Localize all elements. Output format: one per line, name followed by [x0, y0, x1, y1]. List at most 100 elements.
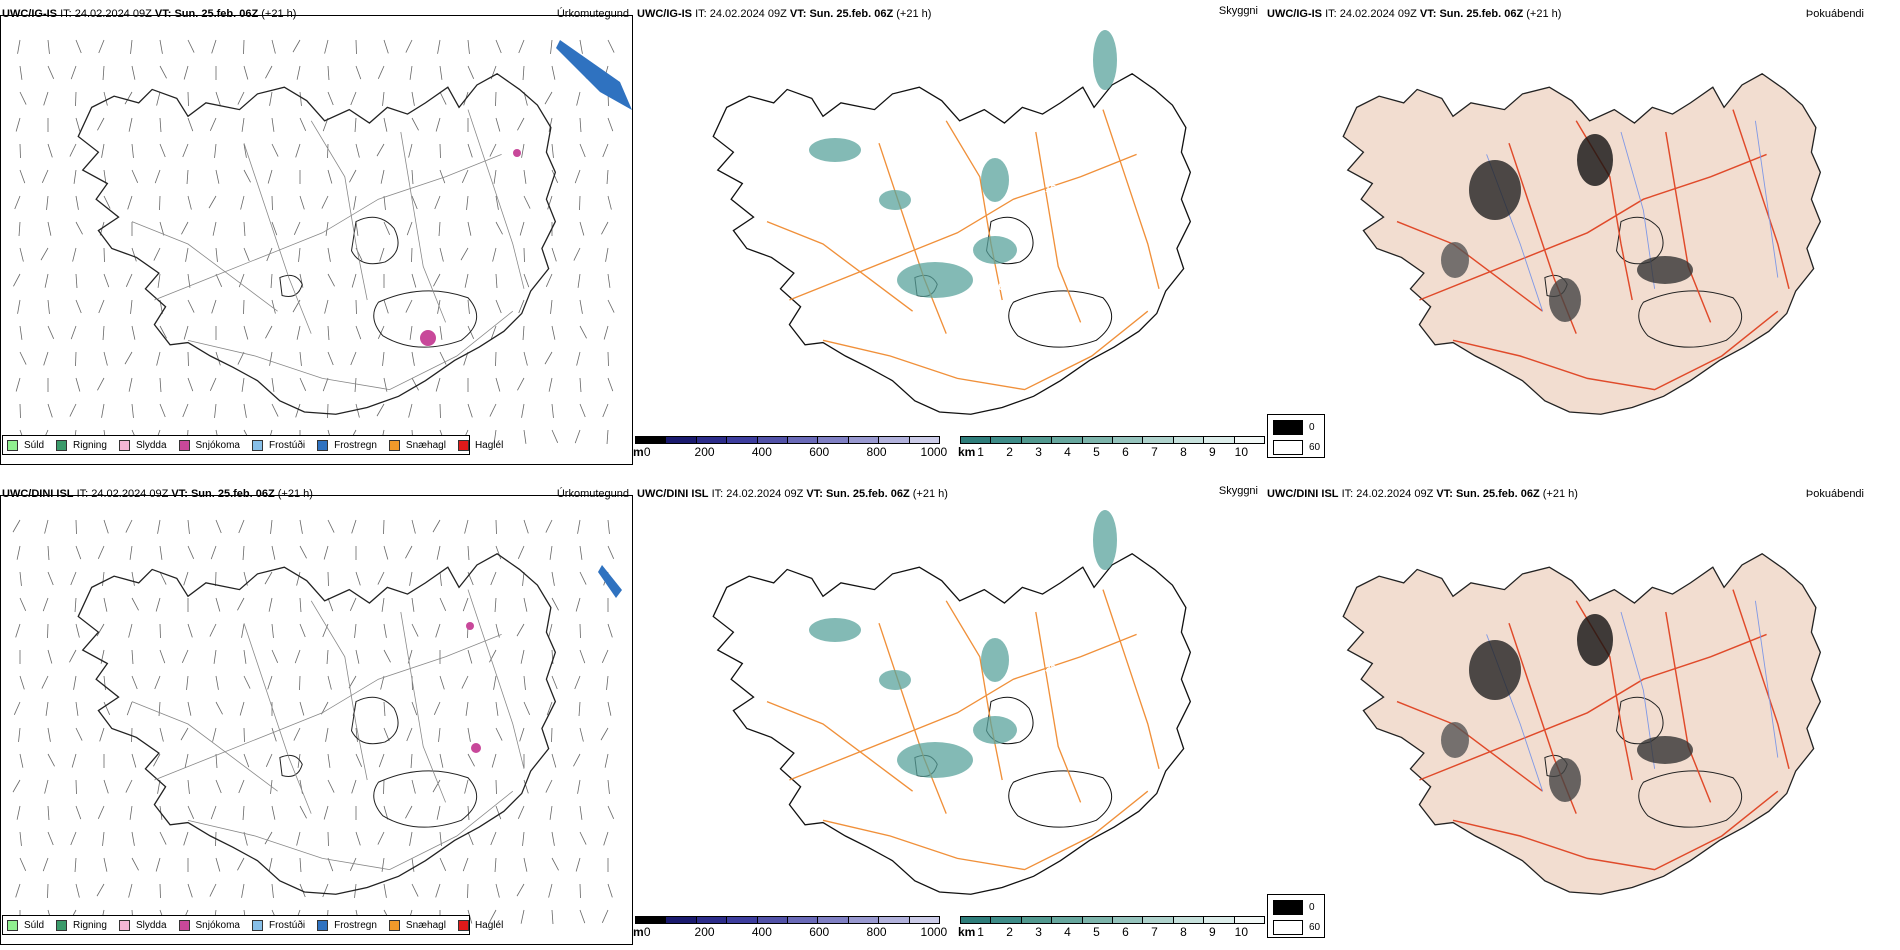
scale-tick-label: 7 [1151, 445, 1158, 459]
precip-legend-item: Haglél [457, 439, 504, 451]
scale-cell [991, 917, 1022, 923]
precip-legend-item: Slydda [118, 919, 167, 931]
iceland-outline [712, 72, 1192, 415]
legend-swatch [457, 919, 469, 931]
precip-panel-top: UWC/IG-IS IT: 24.02.2024 09Z VT: Sun. 25… [0, 0, 635, 470]
vt-value: Sun. 25.feb. 06Z [825, 488, 910, 500]
visibility-scale: km 1 2 3 4 5 6 7 8 9 10 [958, 916, 1265, 940]
legend-swatch [317, 439, 329, 451]
wind-barbs [12, 519, 615, 924]
scale-color-cells [960, 916, 1265, 924]
precip-legend: Súld Rigning Slydda Snjókoma Frostúði Frostre… [2, 435, 503, 455]
visibility-value-label: 15 [965, 802, 977, 813]
visibility-panel-bottom: 603 33 16 230 205 5 15 736 UWC/DINI ISL IT: 24.… [633, 480, 1270, 950]
run-header: UWC/IG-IS IT: 24.02.2024 09Z VT: Sun. 25… [637, 8, 931, 20]
scale-cell [636, 437, 667, 443]
precip-legend-item: Snæhagl [388, 439, 446, 451]
scale-cell [1021, 917, 1053, 923]
run-header: UWC/IG-IS IT: 24.02.2024 09Z VT: Sun. 25… [2, 8, 296, 20]
it-value: 24.02.2024 09Z [1356, 488, 1434, 500]
model-name: UWC/IG-IS [1267, 8, 1322, 20]
it-value: 24.02.2024 09Z [709, 8, 787, 20]
scale-cell [696, 437, 728, 443]
lead-time: (+21 h) [261, 8, 297, 20]
model-name: UWC/IG-IS [637, 8, 692, 20]
it-value: 24.02.2024 09Z [1339, 8, 1417, 20]
fog-areas [1441, 614, 1693, 802]
legend-label: 0 [1309, 422, 1315, 433]
scale-color-cells [635, 916, 940, 924]
scale-cell [1143, 437, 1174, 443]
precip-title: Úrkomutegund [556, 488, 629, 500]
fog-legend-item: 0 [1273, 900, 1315, 915]
scale-cell [1052, 437, 1083, 443]
run-header: UWC/DINI ISL IT: 24.02.2024 09Z VT: Sun.… [2, 488, 313, 500]
legend-swatch [178, 919, 190, 931]
lead-time: (+21 h) [912, 488, 948, 500]
vt-label: VT: [154, 8, 172, 20]
legend-label: 0 [1309, 902, 1315, 913]
iceland-outline [1342, 72, 1822, 415]
ceiling-scale: m 0 200 400 600 800 1000 [633, 436, 947, 460]
fog-legend-item: 60 [1273, 920, 1320, 935]
scale-cell [848, 917, 880, 923]
lead-time: (+21 h) [896, 8, 932, 20]
lead-time: (+21 h) [1526, 8, 1562, 20]
legend-swatch [1273, 900, 1303, 915]
legend-label: Súld [24, 439, 45, 451]
scale-cell [991, 437, 1022, 443]
snow-area [513, 149, 521, 157]
scale-cell [757, 437, 789, 443]
snow-area [466, 622, 474, 630]
scale-tick-label: 2 [1006, 445, 1013, 459]
precip-legend-item: Frostúði [251, 439, 305, 451]
legend-label: Rigning [73, 439, 107, 451]
scale-tick-label: 2 [1006, 925, 1013, 939]
scale-cell [788, 917, 819, 923]
legend-label: Haglél [474, 439, 504, 451]
scale-cell [1021, 437, 1053, 443]
scale-tick-label: 400 [751, 925, 772, 939]
scale-labels: 0 200 400 600 800 1000 [635, 924, 947, 939]
legend-label: Snæhagl [405, 439, 446, 451]
scale-tick-label: 6 [1122, 445, 1129, 459]
it-label: IT: [1341, 488, 1354, 500]
visibility-value-label: 33 [1045, 664, 1057, 675]
visibility-value-label: 603 [1055, 622, 1072, 633]
legend-swatch [1273, 440, 1303, 455]
scale-tick-label: 400 [751, 445, 772, 459]
precip-legend-item: Súld [7, 439, 45, 451]
scale-tick-label: 8 [1180, 925, 1187, 939]
legend-swatch [388, 919, 400, 931]
scale-cell [1143, 917, 1174, 923]
fog-title: Þokuábendi [1805, 8, 1864, 20]
it-label: IT: [1325, 8, 1337, 20]
visibility-value-label: 736 [987, 832, 1004, 843]
legend-swatch [251, 919, 263, 931]
scale-tick-label: 600 [809, 925, 830, 939]
legend-label: Frostregn [334, 439, 377, 451]
visibility-value-label: 16 [987, 352, 999, 363]
legend-swatch [118, 439, 130, 451]
scale-cell [727, 917, 758, 923]
legend-swatch [178, 439, 190, 451]
scale-tick-label: 6 [1122, 925, 1129, 939]
it-value: 24.02.2024 09Z [91, 488, 169, 500]
legend-swatch [7, 919, 18, 931]
fog-panel-bottom: UWC/DINI ISL IT: 24.02.2024 09Z VT: Sun.… [1265, 480, 1900, 950]
visibility-value-label: 5 [1005, 224, 1011, 235]
scale-tick-label: 5 [1093, 445, 1100, 459]
legend-swatch [56, 439, 68, 451]
legend-swatch [118, 919, 130, 931]
visibility-value-label: 20 [1025, 258, 1037, 269]
scale-tick-label: 1000 [920, 445, 948, 459]
scale-tick-label: 600 [809, 445, 830, 459]
iceland-outline [77, 552, 557, 895]
scale-tick-label: 10 [1234, 445, 1249, 459]
precip-legend-item: Frostúði [251, 919, 306, 931]
legend-swatch [1273, 420, 1303, 435]
legend-swatch [251, 439, 263, 451]
low-visibility-areas [809, 30, 1117, 298]
scale-tick-label: 9 [1209, 445, 1216, 459]
legend-label: Frostúði [268, 919, 306, 931]
